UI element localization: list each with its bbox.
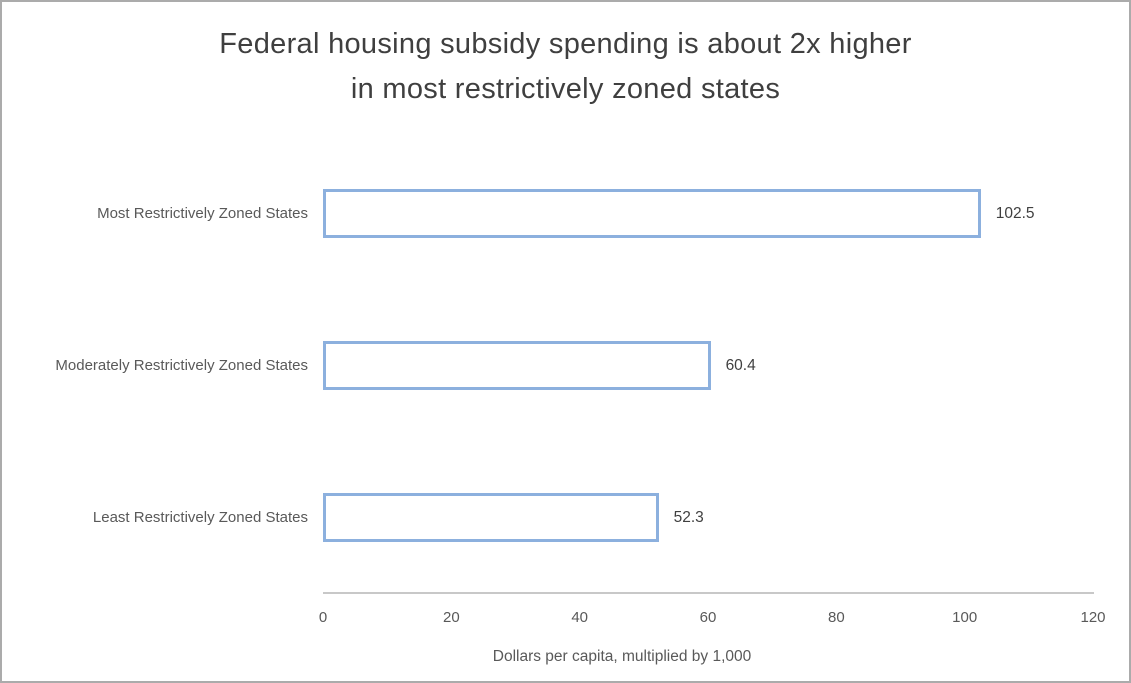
category-label-moderately-restrictive: Moderately Restrictively Zoned States: [55, 357, 308, 374]
chart-title: Federal housing subsidy spending is abou…: [2, 22, 1129, 112]
chart-title-line-2: in most restrictively zoned states: [350, 73, 781, 105]
x-tick-label: 40: [571, 609, 588, 626]
value-label-least-restrictive: 52.3: [673, 509, 704, 526]
x-axis-title: Dollars per capita, multiplied by 1,000: [492, 648, 752, 665]
value-label-moderately-restrictive: 60.4: [725, 357, 756, 374]
x-tick-label: 20: [442, 609, 460, 626]
x-tick-label: 120: [1080, 609, 1106, 626]
value-label-most-restrictive: 102.5: [995, 205, 1035, 222]
x-tick-label: 60: [699, 609, 717, 626]
bar-least-restrictive: [323, 493, 659, 542]
x-tick-label: 80: [827, 609, 845, 626]
category-label-least-restrictive: Least Restrictively Zoned States: [92, 509, 308, 526]
bar-moderately-restrictive: [323, 341, 711, 390]
bar-most-restrictive: [323, 189, 981, 238]
category-label-most-restrictive: Most Restrictively Zoned States: [97, 205, 308, 222]
chart-title-line-1: Federal housing subsidy spending is abou…: [219, 28, 912, 60]
x-tick-label: 0: [318, 609, 328, 626]
x-tick-label: 100: [952, 609, 978, 626]
x-axis-line: [323, 592, 1094, 594]
